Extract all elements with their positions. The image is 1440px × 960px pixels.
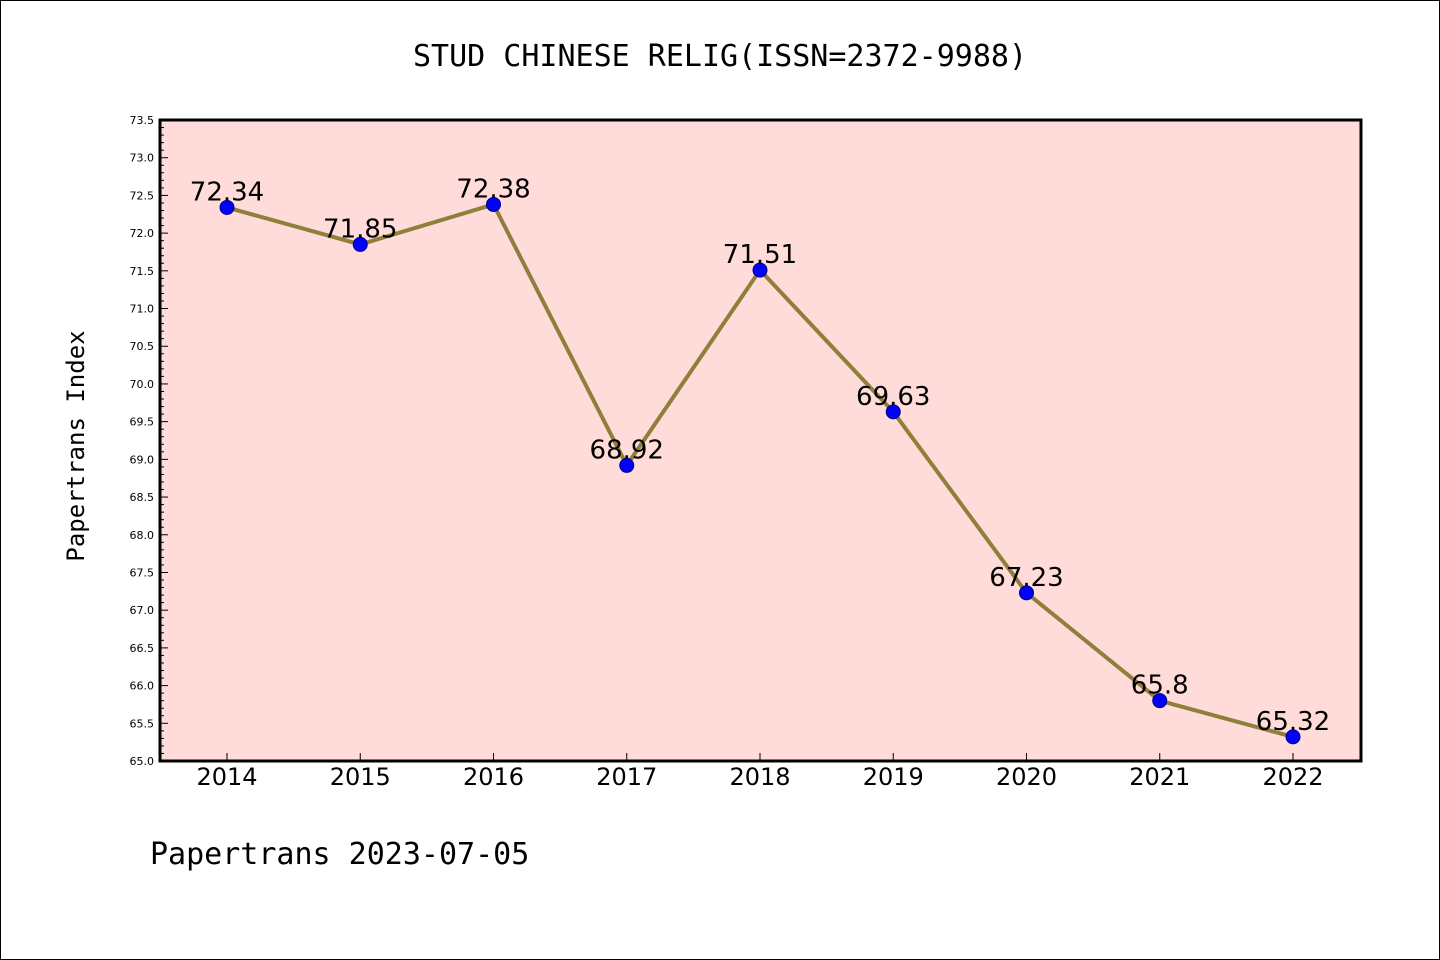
data-label: 72.34	[190, 177, 264, 207]
x-tick-label: 2018	[729, 763, 790, 791]
data-point	[219, 199, 235, 215]
y-tick-label: 67.0	[130, 604, 155, 617]
y-tick-label: 68.0	[130, 529, 155, 542]
x-tick-label: 2015	[330, 763, 391, 791]
x-tick-label: 2014	[196, 763, 257, 791]
y-tick-label: 70.0	[130, 378, 155, 391]
plot-area	[160, 120, 1361, 761]
y-tick-label: 73.0	[130, 152, 155, 165]
y-tick-label: 66.5	[130, 642, 155, 655]
footer-text: Papertrans 2023-07-05	[150, 837, 529, 872]
y-tick-label: 66.0	[130, 680, 155, 693]
data-label: 68.92	[590, 435, 664, 465]
y-tick-label: 73.5	[130, 114, 155, 127]
plot-border	[158, 118, 1363, 763]
y-tick-label: 65.5	[130, 717, 155, 730]
y-tick-label: 68.5	[130, 491, 155, 504]
y-axis: 65.0 65.5 66.0 66.5 67.0 67.5 68.0 68.5 69.0 69.5…	[130, 114, 168, 768]
y-tick-label: 65.0	[130, 755, 155, 768]
data-point	[486, 196, 501, 212]
data-label: 65.32	[1256, 707, 1330, 737]
y-tick-label: 71.0	[130, 303, 155, 316]
data-point	[752, 262, 768, 278]
data-point	[1285, 729, 1301, 745]
data-label: 69.63	[856, 382, 930, 412]
data-point	[352, 236, 368, 252]
y-axis-label: Papertrans Index	[62, 330, 90, 561]
chart-title: STUD CHINESE RELIG(ISSN=2372-9988)	[413, 39, 1027, 74]
data-label: 71.85	[323, 214, 397, 244]
data-point	[1019, 585, 1034, 601]
data-point	[619, 457, 635, 473]
y-tick-label: 69.5	[130, 416, 155, 429]
data-points	[219, 196, 1301, 745]
data-point	[1152, 693, 1168, 709]
x-tick-label: 2021	[1129, 763, 1190, 791]
data-labels: 72.34 71.85 72.38 68.92 71.51 69.63 67.23 65.8 6…	[190, 174, 1330, 736]
data-label: 65.8	[1131, 671, 1189, 701]
y-tick-label: 70.5	[130, 340, 155, 353]
y-tick-label: 72.0	[130, 227, 155, 240]
data-label: 71.51	[723, 240, 797, 270]
data-label: 72.38	[456, 174, 530, 204]
x-tick-label: 2022	[1262, 763, 1323, 791]
x-tick-label: 2016	[463, 763, 524, 791]
data-point	[885, 404, 901, 420]
y-tick-label: 67.5	[130, 566, 155, 579]
y-tick-label: 71.5	[130, 265, 155, 278]
data-label: 67.23	[989, 563, 1063, 593]
x-tick-label: 2019	[863, 763, 924, 791]
y-tick-label: 69.0	[130, 453, 155, 466]
x-tick-label: 2017	[596, 763, 657, 791]
y-tick-label: 72.5	[130, 189, 155, 202]
x-axis: 2014 2015 2016 2017 2018 2019 2020 2021 2022	[196, 753, 1324, 791]
x-tick-label: 2020	[996, 763, 1057, 791]
